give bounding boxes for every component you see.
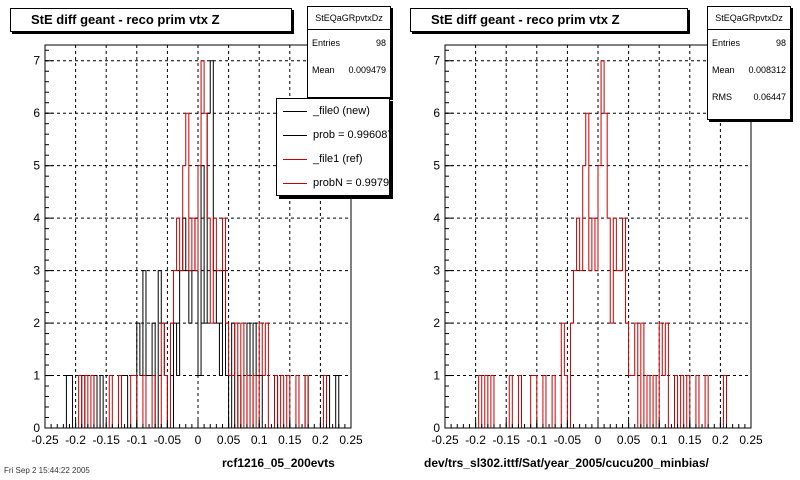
right-histogram-series-1	[445, 60, 751, 429]
right-x-tick-label: 0	[595, 433, 602, 447]
right-x-tick-label: -0.25	[431, 433, 459, 447]
timestamp-stamp: Fri Sep 2 15:44:22 2005	[4, 466, 90, 475]
left-x-tick-label: 0.2	[312, 433, 329, 447]
legend-line-prob	[283, 135, 307, 136]
legend-entry-prob: prob = 0.996087	[277, 123, 389, 147]
left-stats-mean-label: Mean	[312, 65, 335, 75]
left-x-tick-label: -0.05	[154, 433, 182, 447]
left-legend: _file0 (new) prob = 0.996087 _file1 (ref…	[276, 98, 390, 196]
right-x-tick-label: -0.05	[554, 433, 582, 447]
left-stats-entries-label: Entries	[312, 38, 341, 48]
left-x-tick-label: -0.2	[65, 433, 86, 447]
left-x-tick-label: 0.05	[217, 433, 241, 447]
left-y-tick-label: 1	[33, 369, 40, 383]
left-footer-label: rcf1216_05_200evts	[222, 456, 335, 470]
legend-entry-file1: _file1 (ref)	[277, 147, 389, 171]
right-y-tick-label: 4	[433, 211, 440, 225]
right-y-tick-label: 6	[433, 106, 440, 120]
right-stats-mean-value: 0.008312	[748, 65, 786, 75]
left-x-tick-label: -0.15	[93, 433, 121, 447]
right-x-tick-label: 0.05	[617, 433, 641, 447]
right-stats-name: StEQaGRpvtxDz	[708, 7, 790, 30]
right-y-tick-label: 0	[433, 421, 440, 435]
right-chart-title: StE diff geant - reco prim vtx Z	[410, 8, 688, 32]
right-stats-rms-label: RMS	[712, 92, 732, 102]
left-stats-name: StEQaGRpvtxDz	[308, 7, 390, 30]
right-stats-mean-label: Mean	[712, 65, 735, 75]
left-y-tick-label: 6	[33, 106, 40, 120]
left-y-tick-label: 2	[33, 316, 40, 330]
left-y-tick-label: 3	[33, 264, 40, 278]
right-stats-box: StEQaGRpvtxDz Entries 98 Mean 0.008312 R…	[707, 6, 791, 120]
right-stats-entries-value: 98	[775, 38, 786, 48]
right-stats-entries-row: Entries 98	[708, 30, 790, 57]
right-x-tick-label: 0.15	[678, 433, 702, 447]
left-stats-entries-value: 98	[375, 38, 386, 48]
right-y-tick-label: 2	[433, 316, 440, 330]
legend-entry-probn: probN = 0.997957	[277, 171, 389, 195]
left-chart-title: StE diff geant - reco prim vtx Z	[10, 8, 292, 32]
right-x-tick-label: 0.1	[651, 433, 668, 447]
right-y-tick-label: 1	[433, 369, 440, 383]
right-stats-rms-value: 0.06447	[753, 92, 786, 102]
left-x-tick-label: -0.1	[126, 433, 147, 447]
right-y-tick-label: 5	[433, 159, 440, 173]
left-y-tick-label: 0	[33, 421, 40, 435]
left-x-tick-label: 0.1	[251, 433, 268, 447]
left-x-tick-label: 0.15	[278, 433, 302, 447]
left-x-tick-label: -0.25	[31, 433, 59, 447]
left-y-tick-label: 7	[33, 54, 40, 68]
left-stats-box: StEQaGRpvtxDz Entries 98 Mean 0.009479	[307, 6, 391, 98]
right-footer-label: dev/trs_sl302.ittf/Sat/year_2005/cucu200…	[424, 456, 709, 470]
right-x-tick-label: -0.15	[493, 433, 521, 447]
left-stats-entries-row: Entries 98	[308, 30, 390, 57]
legend-line-file1	[283, 159, 307, 160]
right-stats-mean-row: Mean 0.008312	[708, 57, 790, 84]
right-stats-rms-row: RMS 0.06447	[708, 84, 790, 111]
right-y-tick-label: 3	[433, 264, 440, 278]
right-y-tick-label: 7	[433, 54, 440, 68]
right-x-tick-label: 0.2	[712, 433, 729, 447]
legend-line-file0	[283, 111, 307, 112]
legend-line-probn	[283, 183, 307, 184]
legend-label-file1: _file1 (ref)	[313, 153, 363, 165]
legend-label-probn: probN = 0.997957	[313, 177, 390, 189]
legend-label-file0: _file0 (new)	[313, 105, 370, 117]
left-stats-mean-value: 0.009479	[348, 65, 386, 75]
left-x-tick-label: 0.25	[339, 433, 363, 447]
left-y-tick-label: 5	[33, 159, 40, 173]
right-x-tick-label: 0.25	[739, 433, 763, 447]
right-stats-entries-label: Entries	[712, 38, 741, 48]
right-x-tick-label: -0.2	[465, 433, 486, 447]
right-x-tick-label: -0.1	[526, 433, 547, 447]
legend-label-prob: prob = 0.996087	[313, 129, 390, 141]
left-y-tick-label: 4	[33, 211, 40, 225]
left-stats-mean-row: Mean 0.009479	[308, 57, 390, 84]
left-x-tick-label: 0	[195, 433, 202, 447]
legend-entry-file0: _file0 (new)	[277, 99, 389, 123]
